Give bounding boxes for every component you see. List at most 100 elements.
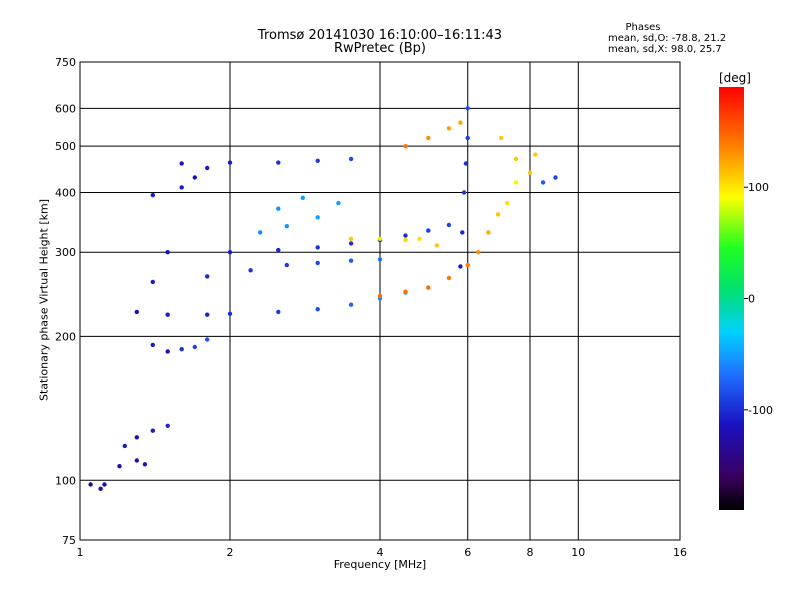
colorbar-ticks: 100 0 -100: [744, 181, 773, 417]
data-point: [403, 289, 408, 294]
data-point: [505, 200, 510, 206]
data-point: [142, 462, 148, 467]
data-point: [300, 195, 305, 200]
data-point: [165, 312, 170, 317]
data-point: [205, 337, 210, 342]
data-point: [134, 458, 139, 463]
x-axis-label: Frequency [MHz]: [333, 558, 427, 571]
data-point: [461, 190, 467, 195]
data-point: [315, 215, 320, 220]
colorbar: [719, 87, 744, 510]
data-point: [150, 192, 155, 198]
data-point: [336, 200, 341, 206]
data-point: [276, 160, 281, 165]
data-point: [248, 268, 253, 273]
data-point: [179, 185, 184, 190]
x-tick-label: 4: [377, 546, 384, 559]
data-point: [122, 443, 128, 449]
data-point: [205, 165, 210, 171]
data-point: [205, 312, 210, 317]
data-point: [165, 250, 170, 255]
chart-title-line1: Tromsø 20141030 16:10:00–16:11:43: [257, 28, 503, 43]
data-point: [348, 241, 354, 246]
data-point: [179, 161, 184, 166]
data-point: [553, 175, 558, 180]
plot-frame: [79, 61, 681, 541]
data-point: [117, 464, 122, 469]
data-point: [348, 236, 354, 241]
data-point: [315, 158, 320, 163]
y-tick-label: 200: [55, 330, 76, 343]
data-point: [377, 293, 383, 299]
data-point: [476, 250, 481, 255]
x-tick-label: 2: [227, 546, 234, 559]
y-tick-label: 500: [55, 140, 76, 153]
colorbar-tick-label: -100: [748, 404, 773, 417]
data-point: [348, 302, 354, 307]
data-point: [434, 243, 439, 248]
data-point: [403, 237, 408, 243]
data-point: [88, 482, 93, 487]
data-point: [284, 224, 289, 229]
data-point: [527, 170, 533, 175]
colorbar-tick-label: 0: [748, 293, 755, 306]
data-point: [134, 435, 139, 440]
data-point: [465, 135, 470, 141]
data-point: [533, 152, 538, 157]
y-tick-label: 300: [55, 246, 76, 259]
data-point: [403, 144, 408, 149]
data-point: [315, 260, 320, 266]
data-point: [426, 135, 431, 141]
data-point: [465, 262, 470, 268]
data-point: [192, 344, 197, 350]
data-point: [165, 423, 170, 428]
y-tick-label: 750: [55, 56, 76, 69]
grid-lines: [80, 62, 680, 540]
x-tick-label: 6: [464, 546, 471, 559]
chart-title-line2: RwPretec (Bp): [333, 41, 427, 56]
x-tick-label: 10: [571, 546, 585, 559]
data-point: [276, 309, 281, 315]
x-tick-label: 1: [77, 546, 84, 559]
x-tick-label: 16: [673, 546, 687, 559]
data-point: [463, 161, 469, 166]
data-point: [165, 349, 170, 354]
data-point: [315, 245, 320, 250]
data-point: [276, 247, 281, 253]
y-tick-label: 600: [55, 102, 76, 115]
data-point: [227, 160, 233, 165]
data-point: [446, 222, 452, 228]
axis-ticks: 1 2 4 6 8 10 16 75 100 200 300 400 500 600 750: [55, 56, 687, 559]
y-tick-label: 100: [55, 474, 76, 487]
data-point: [192, 175, 197, 180]
data-point: [315, 307, 320, 312]
y-tick-label: 400: [55, 186, 76, 199]
data-point: [460, 230, 465, 235]
data-point: [150, 428, 155, 433]
data-point: [276, 206, 281, 211]
data-point: [540, 180, 546, 185]
data-point: [426, 228, 431, 233]
data-point: [458, 264, 463, 269]
data-points: [88, 106, 558, 491]
data-point: [284, 262, 289, 268]
data-point: [458, 120, 463, 125]
data-point: [227, 311, 233, 316]
phase-info-o-mode: mean, sd,O: -78.8, 21.2: [608, 33, 727, 44]
data-point: [98, 486, 103, 491]
data-point: [486, 230, 491, 235]
data-point: [102, 482, 107, 487]
phase-info-heading: Phases: [625, 22, 661, 33]
data-point: [446, 275, 452, 281]
data-point: [348, 258, 354, 263]
data-point: [403, 233, 408, 238]
data-point: [377, 257, 383, 262]
data-point: [134, 309, 139, 315]
y-tick-label: 75: [62, 534, 76, 547]
data-point: [495, 212, 501, 217]
data-point: [513, 180, 519, 185]
data-point: [377, 236, 383, 241]
data-point: [417, 236, 422, 241]
data-point: [150, 342, 155, 348]
